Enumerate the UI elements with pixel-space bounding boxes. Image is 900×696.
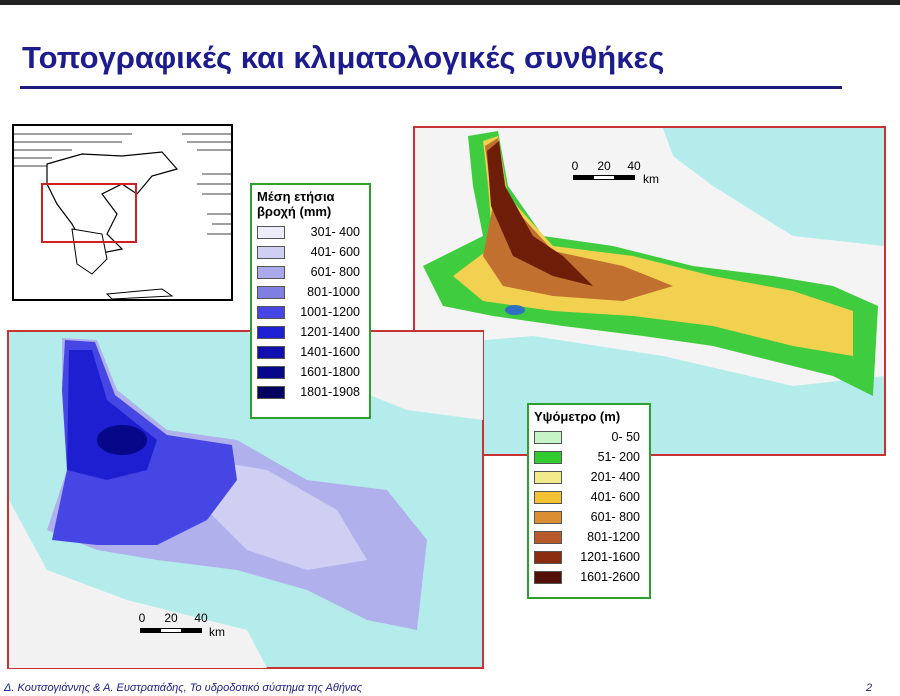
scale-tick-label: 20 bbox=[597, 159, 611, 173]
topographic-map: 0 20 40 km bbox=[413, 126, 886, 456]
legend-swatch bbox=[534, 450, 562, 464]
legend-row: 1801-1908 bbox=[257, 382, 364, 402]
legend-swatch bbox=[534, 550, 562, 564]
legend-label: 1001-1200 bbox=[300, 305, 360, 319]
legend-label: 1201-1400 bbox=[300, 325, 360, 339]
legend-label: 1601-2600 bbox=[580, 570, 640, 584]
legend-label: 1601-1800 bbox=[300, 365, 360, 379]
legend-row: 0- 50 bbox=[534, 427, 644, 447]
scale-tick-label: 20 bbox=[164, 611, 178, 625]
legend-row: 601- 800 bbox=[257, 262, 364, 282]
scale-unit: km bbox=[209, 625, 225, 639]
scale-tick-label: 0 bbox=[572, 159, 579, 173]
scale-tick-label: 0 bbox=[139, 611, 146, 625]
legend-label: 401- 600 bbox=[590, 490, 640, 504]
legend-swatch bbox=[257, 325, 285, 339]
legend-label: 601- 800 bbox=[590, 510, 640, 524]
inset-map bbox=[12, 124, 233, 301]
legend-swatch bbox=[257, 345, 285, 359]
legend-label: 801-1000 bbox=[307, 285, 360, 299]
legend-row: 801-1200 bbox=[534, 527, 644, 547]
legend-swatch bbox=[534, 470, 562, 484]
legend-label: 401- 600 bbox=[310, 245, 360, 259]
legend-swatch bbox=[534, 510, 562, 524]
legend-title: Μέση ετήσια βροχή (mm) bbox=[257, 189, 335, 219]
top-bar bbox=[0, 0, 900, 5]
legend-swatch bbox=[257, 385, 285, 399]
legend-row: 201- 400 bbox=[534, 467, 644, 487]
legend-label: 201- 400 bbox=[590, 470, 640, 484]
legend-row: 1201-1400 bbox=[257, 322, 364, 342]
legend-swatch bbox=[534, 570, 562, 584]
legend-swatch bbox=[257, 225, 285, 239]
legend-swatch bbox=[257, 245, 285, 259]
legend-title: Υψόμετρο (m) bbox=[534, 409, 621, 424]
scale-unit: km bbox=[643, 172, 659, 186]
legend-row: 1601-2600 bbox=[534, 567, 644, 587]
legend-row: 1401-1600 bbox=[257, 342, 364, 362]
legend-swatch bbox=[257, 365, 285, 379]
footer-authors: Δ. Κουτσογιάννης & Α. Ευστρατιάδης, Το υ… bbox=[4, 682, 363, 694]
legend-swatch bbox=[257, 305, 285, 319]
legend-label: 801-1200 bbox=[587, 530, 640, 544]
legend-row: 301- 400 bbox=[257, 222, 364, 242]
scale-tick-label: 40 bbox=[194, 611, 208, 625]
rainfall-map: 0 20 40 km bbox=[7, 330, 484, 669]
legend-label: 51- 200 bbox=[597, 450, 640, 464]
legend-label: 301- 400 bbox=[310, 225, 360, 239]
legend-row: 601- 800 bbox=[534, 507, 644, 527]
legend-swatch bbox=[257, 285, 285, 299]
legend-row: 51- 200 bbox=[534, 447, 644, 467]
legend-label: 1201-1600 bbox=[580, 550, 640, 564]
legend-row: 1001-1200 bbox=[257, 302, 364, 322]
legend-label: 0- 50 bbox=[611, 430, 641, 444]
legend-swatch bbox=[534, 490, 562, 504]
slide-title: Τοπογραφικές και κλιματολογικές συνθήκες bbox=[22, 40, 665, 75]
legend-swatch bbox=[534, 430, 562, 444]
legend-swatch bbox=[534, 530, 562, 544]
legend-row: 801-1000 bbox=[257, 282, 364, 302]
legend-label: 601- 800 bbox=[310, 265, 360, 279]
legend-row: 1201-1600 bbox=[534, 547, 644, 567]
page-number: 2 bbox=[866, 682, 873, 694]
elevation-legend: Υψόμετρο (m) 0- 50 51- 200 201- 400 401- 60… bbox=[527, 403, 651, 599]
scale-tick-label: 40 bbox=[627, 159, 641, 173]
title-rule bbox=[20, 86, 842, 89]
legend-row: 1601-1800 bbox=[257, 362, 364, 382]
rainfall-legend: Μέση ετήσια βροχή (mm) 301- 400 401- 600 6… bbox=[250, 183, 371, 419]
legend-row: 401- 600 bbox=[534, 487, 644, 507]
legend-swatch bbox=[257, 265, 285, 279]
legend-label: 1801-1908 bbox=[300, 385, 360, 399]
legend-row: 401- 600 bbox=[257, 242, 364, 262]
legend-label: 1401-1600 bbox=[300, 345, 360, 359]
